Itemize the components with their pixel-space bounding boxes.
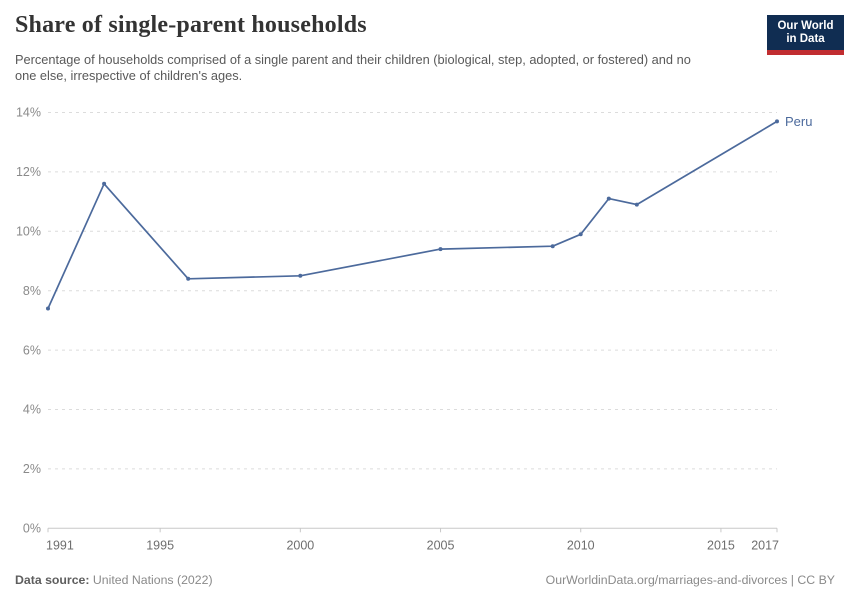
- data-point: [186, 276, 191, 281]
- y-axis-label: 4%: [23, 403, 41, 417]
- y-axis-label: 10%: [16, 225, 41, 239]
- data-point: [775, 119, 779, 124]
- logo-line2: in Data: [786, 33, 825, 45]
- x-axis-label: 2017: [751, 538, 779, 552]
- x-axis-label: 2000: [286, 538, 314, 552]
- y-axis-label: 14%: [16, 106, 41, 120]
- data-point: [46, 306, 50, 311]
- x-axis-label: 2015: [707, 538, 735, 552]
- data-point: [298, 273, 303, 278]
- x-axis-label: 1991: [46, 538, 74, 552]
- data-source: Data source: United Nations (2022): [15, 573, 213, 587]
- x-axis-label: 2005: [427, 538, 455, 552]
- line-chart: 0% 2% 4% 6% 8% 10% 12% 14% 1991 1995 2000 2005 2010 2…: [16, 106, 813, 553]
- y-axis-label: 12%: [16, 165, 41, 179]
- logo-line1: Our World: [777, 19, 834, 32]
- x-axis-label: 2010: [567, 538, 595, 552]
- series-label-peru: Peru: [785, 114, 812, 129]
- data-source-value: United Nations (2022): [92, 573, 213, 587]
- chart-title: Share of single-parent households: [15, 12, 367, 38]
- data-point: [578, 232, 583, 237]
- data-point: [550, 244, 555, 249]
- data-point: [102, 181, 107, 186]
- data-source-label: Data source:: [15, 573, 90, 587]
- chart-subtitle: Percentage of households comprised of a …: [15, 52, 691, 83]
- data-line: [47, 120, 778, 310]
- owid-logo[interactable]: Our World in Data: [767, 15, 844, 55]
- y-axis-label: 2%: [23, 462, 41, 476]
- attribution-link[interactable]: OurWorldinData.org/marriages-and-divorce…: [545, 573, 835, 587]
- y-axis-label: 6%: [23, 343, 41, 357]
- data-point: [634, 202, 639, 207]
- data-point: [606, 196, 611, 201]
- y-axis-label: 8%: [23, 284, 41, 298]
- x-axis-label: 1995: [146, 538, 174, 552]
- owid-logo-box: Our World in Data: [767, 15, 844, 50]
- logo-stripe: [767, 50, 844, 55]
- y-axis-label: 0%: [23, 522, 41, 536]
- data-point: [438, 247, 443, 252]
